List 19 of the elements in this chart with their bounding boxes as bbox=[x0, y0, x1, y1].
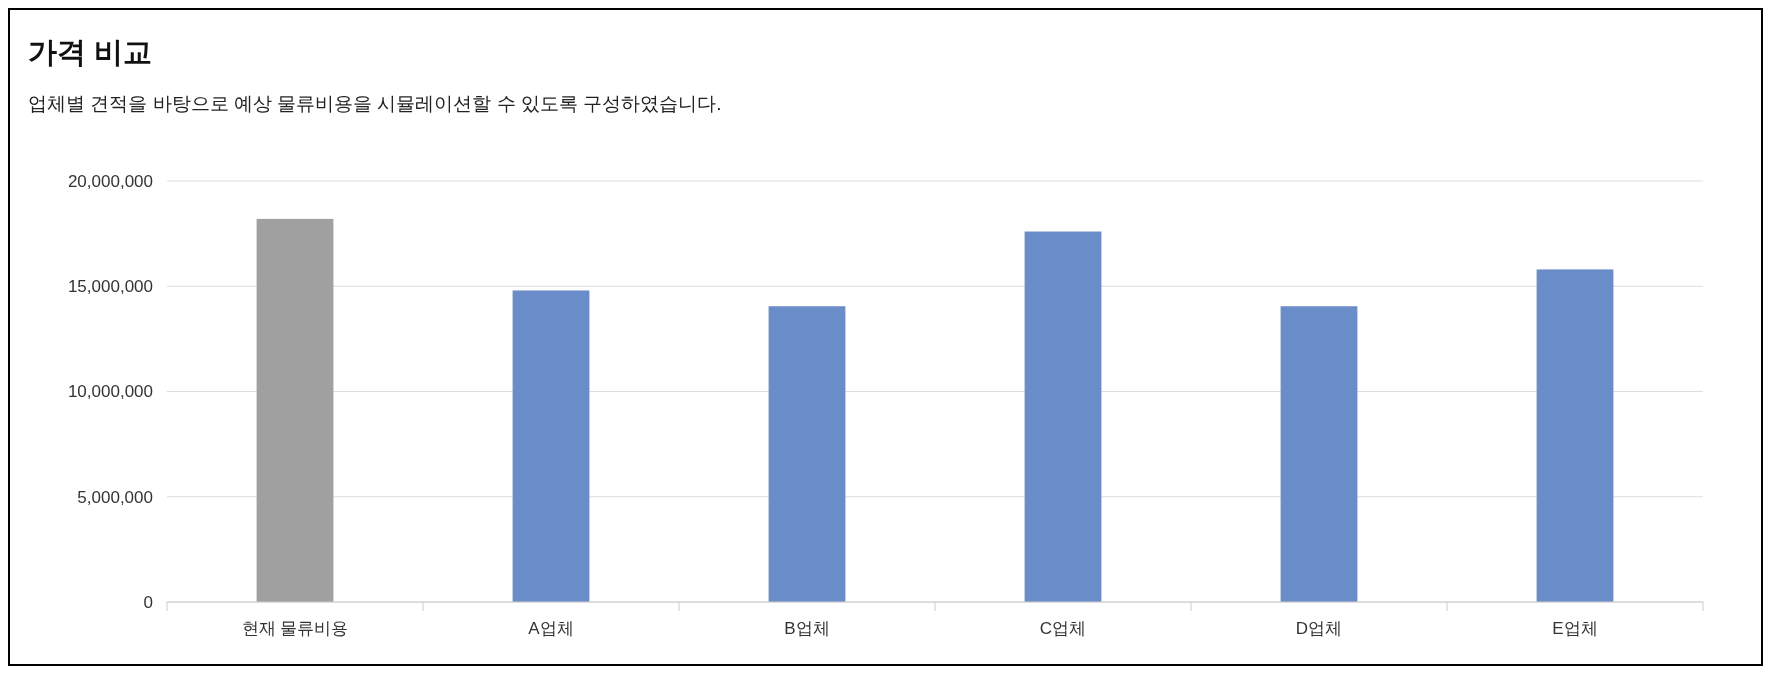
y-tick-label: 10,000,000 bbox=[67, 382, 153, 402]
y-tick-label: 5,000,000 bbox=[77, 487, 153, 507]
bar bbox=[1280, 306, 1358, 602]
bar bbox=[1536, 269, 1614, 602]
bar bbox=[768, 306, 846, 602]
x-tick-label: 현재 물류비용 bbox=[241, 619, 349, 638]
bar bbox=[256, 218, 334, 602]
x-tick-label: D업체 bbox=[1295, 619, 1343, 638]
y-tick-label: 0 bbox=[143, 592, 153, 612]
x-tick-label: E업체 bbox=[1552, 619, 1598, 638]
chart-subtitle: 업체별 견적을 바탕으로 예상 물류비용을 시뮬레이션할 수 있도록 구성하였습니다. bbox=[28, 93, 722, 114]
x-tick-label: A업체 bbox=[528, 619, 574, 638]
bar bbox=[512, 290, 590, 602]
y-tick-label: 15,000,000 bbox=[67, 277, 153, 297]
chart-title: 가격 비교 bbox=[28, 36, 153, 68]
x-tick-label: C업체 bbox=[1039, 619, 1087, 638]
bar bbox=[1024, 231, 1102, 602]
y-tick-label: 20,000,000 bbox=[67, 171, 153, 191]
x-tick-label: B업체 bbox=[784, 619, 830, 638]
